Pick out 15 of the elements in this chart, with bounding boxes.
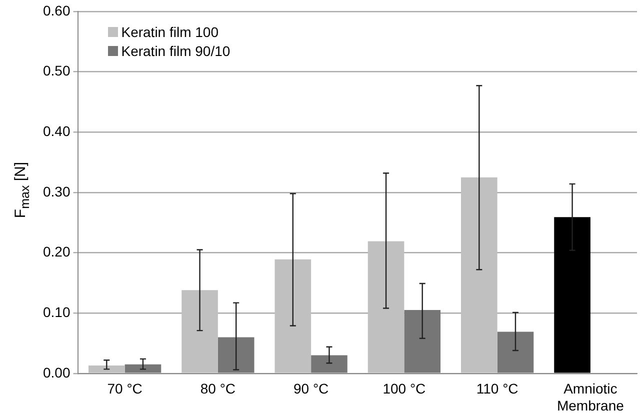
y-tick-label: 0.40 <box>43 122 70 139</box>
y-tick-label: 0.60 <box>43 2 70 18</box>
y-tick-label: 0.10 <box>43 304 70 320</box>
y-tick-label: 0.50 <box>43 62 70 79</box>
y-tick-label: 0.00 <box>43 364 70 380</box>
x-tick-label: 100 °C <box>382 380 426 397</box>
legend-label: Keratin film 90/10 <box>120 42 230 62</box>
y-tick-label: 0.30 <box>43 183 70 200</box>
x-tick-label: 90 °C <box>293 380 329 397</box>
x-tick-label: 70 °C <box>107 380 142 397</box>
y-tick-label: 0.20 <box>43 244 70 260</box>
x-tick-label: 110 °C <box>476 380 518 397</box>
x-tick-label: 80 °C <box>200 380 236 397</box>
x-tick-label: Amniotic Membrane <box>556 380 624 414</box>
legend-label: Keratin film 100 <box>120 23 220 42</box>
